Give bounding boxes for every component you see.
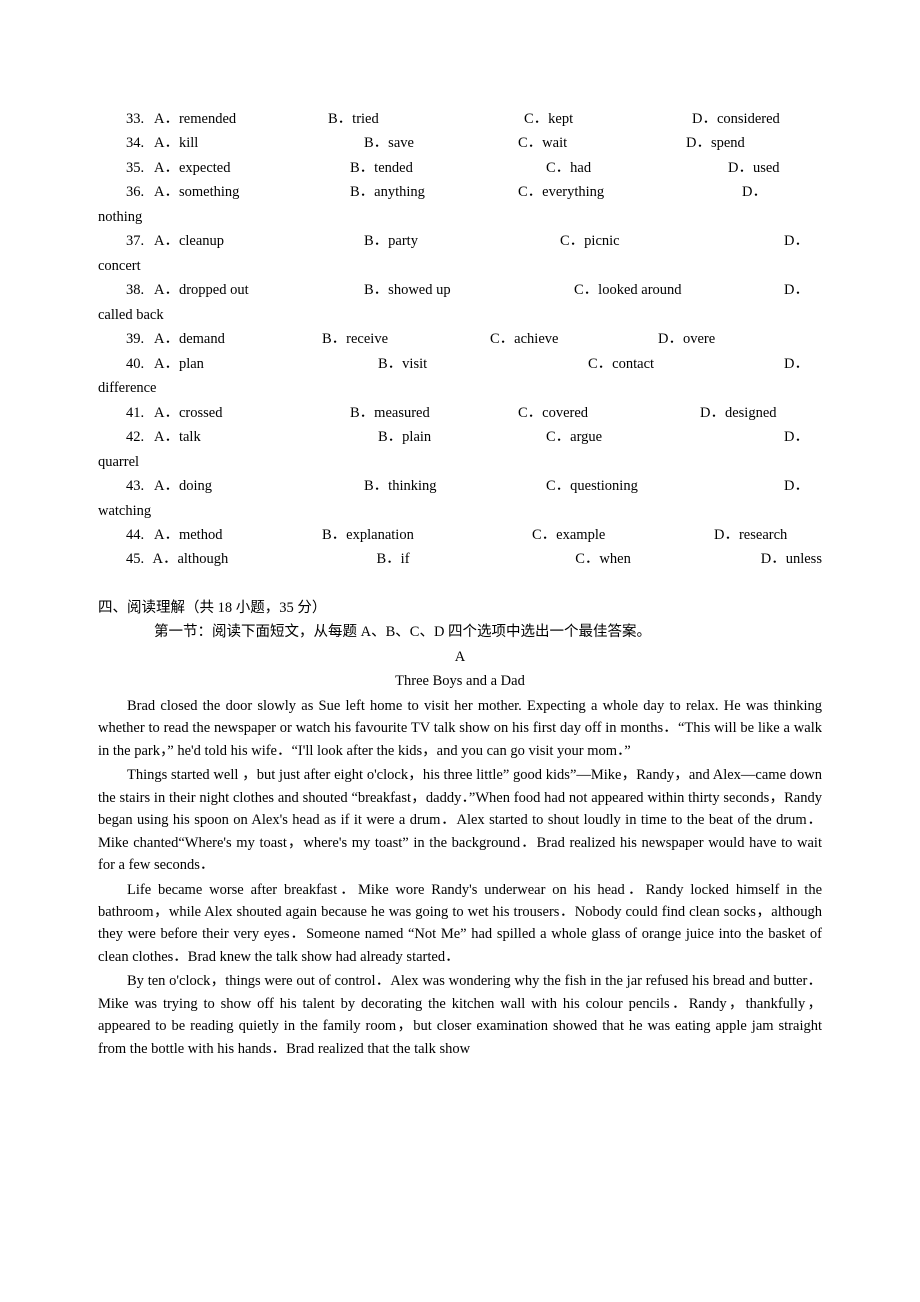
passage-paragraph: Brad closed the door slowly as Sue left … <box>98 695 822 762</box>
option-d: D．used <box>728 157 780 179</box>
option-b: B．tried <box>328 108 524 130</box>
question-number: 40. <box>98 353 154 375</box>
option-d: D．unless <box>761 548 822 570</box>
question-number: 45. <box>98 548 153 570</box>
option-c: C．looked around <box>574 279 784 301</box>
passage-block: Brad closed the door slowly as Sue left … <box>98 695 822 1061</box>
option-a: A．something <box>154 181 350 203</box>
section-subtitle: 第一节：阅读下面短文，从每题 A、B、C、D 四个选项中选出一个最佳答案。 <box>98 621 822 643</box>
option-c: C．kept <box>524 108 692 130</box>
option-c: C．picnic <box>560 230 784 252</box>
option-c: C．contact <box>588 353 784 375</box>
option-d: D． <box>784 426 809 448</box>
option-c: C．everything <box>518 181 742 203</box>
option-a: A．talk <box>154 426 378 448</box>
option-a: A．although <box>153 548 377 570</box>
option-a: A．method <box>154 524 322 546</box>
option-d: D．considered <box>692 108 780 130</box>
option-b: B．visit <box>378 353 588 375</box>
option-d: D．designed <box>700 402 777 424</box>
option-d: D． <box>784 230 809 252</box>
option-d: D． <box>784 475 809 497</box>
option-c: C．argue <box>546 426 784 448</box>
passage-label: A <box>98 646 822 668</box>
question-number: 39. <box>98 328 154 350</box>
option-b: B．tended <box>350 157 546 179</box>
mc-row: 35. A．expectedB．tendedC．hadD．used <box>98 157 822 179</box>
option-b: B．showed up <box>364 279 574 301</box>
mc-row: 37. A．cleanupB．partyC．picnicD． <box>98 230 822 252</box>
question-number: 43. <box>98 475 154 497</box>
option-a: A．expected <box>154 157 350 179</box>
question-number: 41. <box>98 402 154 424</box>
passage-paragraph: Life became worse after breakfast．Mike w… <box>98 879 822 969</box>
option-b: B．explanation <box>322 524 532 546</box>
option-b: B．thinking <box>364 475 546 497</box>
passage-title: Three Boys and a Dad <box>98 670 822 692</box>
option-d: D． <box>784 353 809 375</box>
option-b: B．save <box>364 132 518 154</box>
mc-row: 36. A．somethingB．anythingC．everythingD． <box>98 181 822 203</box>
passage-paragraph: By ten o'clock，things were out of contro… <box>98 970 822 1060</box>
question-number: 42. <box>98 426 154 448</box>
option-d-continuation: called back <box>98 304 822 326</box>
option-b: B．if <box>377 548 576 570</box>
option-a: A．crossed <box>154 402 350 424</box>
option-d-continuation: nothing <box>98 206 822 228</box>
option-a: A．doing <box>154 475 364 497</box>
section-title: 四、阅读理解（共 18 小题，35 分） <box>98 597 822 619</box>
question-number: 35. <box>98 157 154 179</box>
question-number: 33. <box>98 108 154 130</box>
option-d-continuation: quarrel <box>98 451 822 473</box>
option-d: D．overe <box>658 328 715 350</box>
option-a: A．demand <box>154 328 322 350</box>
multiple-choice-block: 33. A．remendedB．triedC．keptD．considered3… <box>98 108 822 571</box>
mc-row: 38. A．dropped outB．showed upC．looked aro… <box>98 279 822 301</box>
option-c: C．covered <box>518 402 700 424</box>
option-c: C．questioning <box>546 475 784 497</box>
mc-row: 39. A．demandB．receiveC．achieveD．overe <box>98 328 822 350</box>
option-d-continuation: watching <box>98 500 822 522</box>
option-a: A．dropped out <box>154 279 364 301</box>
option-a: A．remended <box>154 108 328 130</box>
option-b: B．plain <box>378 426 546 448</box>
option-d: D．spend <box>686 132 745 154</box>
option-a: A．cleanup <box>154 230 364 252</box>
mc-row: 45. A．althoughB．ifC．whenD．unless <box>98 548 822 570</box>
option-a: A．kill <box>154 132 364 154</box>
option-a: A．plan <box>154 353 378 375</box>
option-d: D． <box>742 181 767 203</box>
mc-row: 33. A．remendedB．triedC．keptD．considered <box>98 108 822 130</box>
option-b: B．receive <box>322 328 490 350</box>
mc-row: 42. A．talkB．plainC．argueD． <box>98 426 822 448</box>
option-d-continuation: difference <box>98 377 822 399</box>
question-number: 36. <box>98 181 154 203</box>
mc-row: 44. A．methodB．explanationC．exampleD．rese… <box>98 524 822 546</box>
option-d: D．research <box>714 524 787 546</box>
mc-row: 40. A．planB．visitC．contactD． <box>98 353 822 375</box>
mc-row: 41. A．crossedB．measuredC．coveredD．design… <box>98 402 822 424</box>
option-b: B．anything <box>350 181 518 203</box>
option-d-continuation: concert <box>98 255 822 277</box>
option-b: B．party <box>364 230 560 252</box>
option-c: C．example <box>532 524 714 546</box>
option-c: C．wait <box>518 132 686 154</box>
option-d: D． <box>784 279 809 301</box>
question-number: 34. <box>98 132 154 154</box>
mc-row: 34. A．killB．saveC．waitD．spend <box>98 132 822 154</box>
option-b: B．measured <box>350 402 518 424</box>
option-c: C．had <box>546 157 728 179</box>
option-c: C．achieve <box>490 328 658 350</box>
question-number: 44. <box>98 524 154 546</box>
option-c: C．when <box>575 548 761 570</box>
question-number: 37. <box>98 230 154 252</box>
mc-row: 43. A．doingB．thinkingC．questioningD． <box>98 475 822 497</box>
passage-paragraph: Things started well ，but just after eigh… <box>98 764 822 876</box>
question-number: 38. <box>98 279 154 301</box>
